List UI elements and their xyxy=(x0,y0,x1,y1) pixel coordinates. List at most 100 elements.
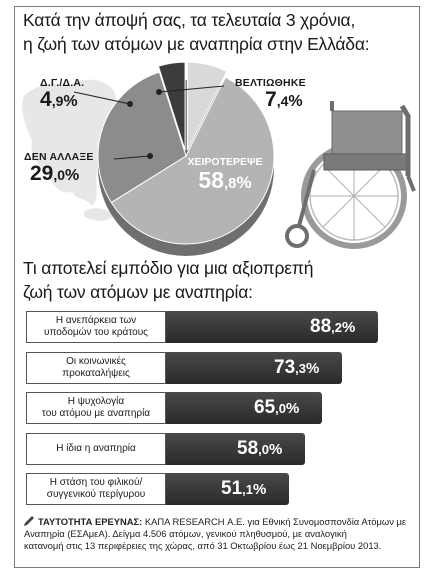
pie-label-worse-value: 58,8% xyxy=(180,168,270,196)
bar-value-int: 73 xyxy=(274,356,296,378)
pie-same-dec: ,0 xyxy=(53,167,66,183)
bar-row: Η ανεπάρκεια των υποδομών του κράτους 88,2… xyxy=(26,311,406,347)
pie-title-line-2: η ζωή των ατόμων με αναπηρία στην Ελλάδα… xyxy=(23,34,370,54)
pie-label-worse-name: ΧΕΙΡΟΤΕΡΕΨΕ xyxy=(187,156,263,168)
bar-value-dec: ,0 xyxy=(275,401,286,416)
source-line-1: ΚΑΠΑ RESEARCH Α.Ε. για Εθνική Συνομοσπον… xyxy=(142,516,407,527)
pie-label-same: ΔΕΝ ΑΛΛΑΞΕ 29,0% xyxy=(24,151,94,187)
bar-row: Η ψυχολογία του ατόμου με αναπηρία 65,0% xyxy=(26,392,406,428)
pie-label-dkna: Δ.Γ./Δ.Α. 4,9% xyxy=(40,77,84,113)
survey-source: ΤΑΥΤΟΤΗΤΑ ΕΡΕΥΝΑΣ: ΚΑΠΑ RESEARCH Α.Ε. γι… xyxy=(24,516,410,552)
pie-same-int: 29 xyxy=(30,162,54,185)
pie-better-int: 7 xyxy=(265,88,277,111)
pie-dkna-dec: ,9 xyxy=(51,93,64,109)
leader-line-dkna xyxy=(73,91,131,105)
pie-section: Δ.Γ./Δ.Α. 4,9% ΒΕΛΤΙΩΘΗΚΕ 7,4% ΔΕΝ ΑΛΛΑΞ… xyxy=(14,56,420,256)
leader-dot-better xyxy=(156,89,162,95)
pie-label-worse: ΧΕΙΡΟΤΕΡΕΨΕ 58,8% xyxy=(180,156,270,196)
bar-category-label-line: Η στάση του φιλικού/ xyxy=(49,477,143,488)
pie-label-better-value: 7,4% xyxy=(265,89,306,113)
bar-value-unit: % xyxy=(341,319,356,336)
bar-chart: Η ανεπάρκεια των υποδομών του κράτους 88,2… xyxy=(26,311,406,514)
bar-value-dec: ,3 xyxy=(295,360,306,376)
source-line-2: Αναπηρία (ΕΣΑμεΑ). Δείγμα 4.506 ατόμων, … xyxy=(24,528,347,539)
bar-row: Η στάση του φιλικού/συγγενικού περίγυρου… xyxy=(26,473,406,509)
bar-track: 58,0% xyxy=(166,432,406,465)
bar-track: 51,1% xyxy=(166,473,406,505)
bar-value-label: 88,2% xyxy=(310,314,355,340)
pie-slice-worse xyxy=(110,76,275,245)
bar-row: Η ίδια η αναπηρία 58,0% xyxy=(26,432,406,469)
bar-category-label-line: συγγενικού περίγυρου xyxy=(46,489,146,500)
pie-label-same-value: 29,0% xyxy=(30,163,94,187)
pie-label-better-name: ΒΕΛΤΙΩΘΗΚΕ xyxy=(235,77,306,89)
pie-better-unit: % xyxy=(288,93,303,110)
pie-worse-dec: ,8 xyxy=(223,175,237,192)
bar-value-dec: ,2 xyxy=(331,320,342,335)
bar-track: 73,3% xyxy=(166,351,406,384)
bar-value-int: 51 xyxy=(221,478,243,499)
bar-category-label: Η ανεπάρκεια των υποδομών του κράτους xyxy=(26,311,166,343)
bar-value-label: 58,0% xyxy=(237,436,282,462)
pie-dkna-int: 4 xyxy=(40,88,52,111)
leader-line-better xyxy=(158,85,225,93)
bar-category-label: Η στάση του φιλικού/συγγενικού περίγυρου xyxy=(26,473,166,505)
pie-label-same-name: ΔΕΝ ΑΛΛΑΞΕ xyxy=(24,151,94,163)
source-head: ΤΑΥΤΟΤΗΤΑ ΕΡΕΥΝΑΣ: xyxy=(38,516,143,527)
pie-slice-better xyxy=(186,61,228,151)
pie-label-better: ΒΕΛΤΙΩΘΗΚΕ 7,4% xyxy=(235,77,306,113)
bar-fill xyxy=(166,392,322,424)
bar-category-label-line: υποδομών του κράτους xyxy=(43,327,148,338)
bars-title-line-2: ζωή των ατόμων με αναπηρία: xyxy=(23,282,253,302)
wheelchair-icon xyxy=(285,101,416,249)
pie-same-unit: % xyxy=(65,167,80,184)
frame-border xyxy=(14,6,420,568)
bar-category-label-line: του ατόμου με αναπηρία xyxy=(41,408,151,419)
pie-label-dkna-name: Δ.Γ./Δ.Α. xyxy=(40,77,85,89)
leader-line-same xyxy=(113,155,151,160)
pie-slice-same xyxy=(97,71,187,204)
pen-icon xyxy=(24,516,34,526)
bar-category-label-line: Η ανεπάρκεια των xyxy=(55,315,137,326)
bar-category-label-line: Η ψυχολογία xyxy=(67,396,125,407)
bar-value-unit: % xyxy=(268,440,283,458)
bar-category-label: Η ψυχολογία του ατόμου με αναπηρία xyxy=(26,392,166,424)
bar-category-label: Οι κοινωνικές προκαταλήψεις xyxy=(26,351,166,384)
bars-question-title: Τι αποτελεί εμπόδιο για μια αξιοπρεπή ζω… xyxy=(23,256,413,304)
bar-value-int: 88 xyxy=(310,316,332,337)
bar-category-label: Η ίδια η αναπηρία xyxy=(26,432,166,465)
pie-worse-unit: % xyxy=(236,173,252,192)
bar-value-dec: ,1 xyxy=(242,482,253,497)
pie-worse-int: 58 xyxy=(198,167,224,193)
bar-value-label: 65,0% xyxy=(254,395,299,421)
bar-fill xyxy=(166,311,378,343)
pie-question-title: Κατά την άποψή σας, τα τελευταία 3 χρόνι… xyxy=(23,8,413,56)
bar-track: 88,2% xyxy=(166,311,406,343)
bar-value-label: 51,1% xyxy=(221,476,266,502)
bars-title-line-1: Τι αποτελεί εμπόδιο για μια αξιοπρεπή xyxy=(23,258,314,278)
pie-better-dec: ,4 xyxy=(276,93,289,109)
bar-category-label-line: προκαταλήψεις xyxy=(62,367,130,379)
pie-label-dkna-value: 4,9% xyxy=(40,89,84,113)
bar-fill xyxy=(166,432,305,465)
bar-fill xyxy=(166,351,342,384)
pie-leader-lines xyxy=(73,85,225,160)
pie-slice-dkna xyxy=(157,61,186,151)
source-line-3: κατανομή στις 13 περιφέρειες της χώρας, … xyxy=(24,540,382,551)
pie-chart-svg xyxy=(22,61,416,256)
bar-value-unit: % xyxy=(285,400,300,417)
leader-dot-same xyxy=(147,153,153,159)
bar-value-dec: ,0 xyxy=(258,441,269,457)
pie-slices xyxy=(97,61,275,256)
bar-fill xyxy=(166,473,289,505)
bar-value-unit: % xyxy=(305,359,320,377)
bar-category-label-line: Η ίδια η αναπηρία xyxy=(56,442,136,454)
bar-category-label-line: Οι κοινωνικές xyxy=(66,355,126,367)
bar-row: Οι κοινωνικές προκαταλήψεις 73,3% xyxy=(26,351,406,388)
bar-track: 65,0% xyxy=(166,392,406,424)
pie-title-line-1: Κατά την άποψή σας, τα τελευταία 3 χρόνι… xyxy=(23,10,356,30)
bar-value-unit: % xyxy=(252,481,267,498)
leader-dot-dkna xyxy=(127,101,133,107)
bar-value-label: 73,3% xyxy=(274,355,319,381)
